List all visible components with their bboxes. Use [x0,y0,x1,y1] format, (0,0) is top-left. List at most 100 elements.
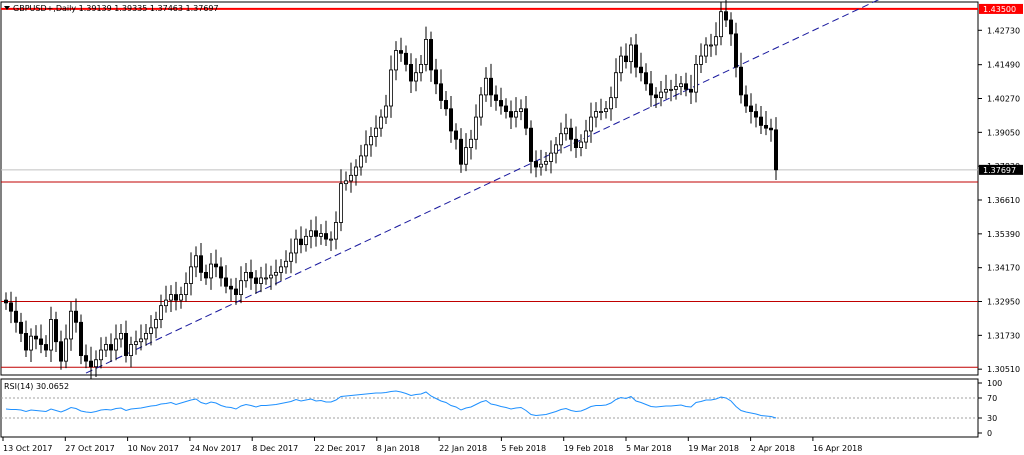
bull-candle [584,130,589,143]
bear-candle [764,125,769,129]
bear-candle [448,108,453,132]
bear-candle [438,83,443,101]
bear-candle [173,294,178,301]
bull-candle [278,266,283,273]
rsi-tick-label: 70 [987,394,997,403]
bear-candle [644,72,649,85]
price-tick-label: 1.34170 [987,264,1020,273]
bear-candle [79,321,84,356]
bull-candle [483,77,488,96]
bull-candle [143,333,148,340]
bear-candle [18,321,23,334]
triangle-down-icon[interactable] [4,6,10,10]
bear-candle [23,333,28,351]
bull-candle [468,138,473,148]
bull-candle [318,233,323,237]
price-tags-layer: 1.43500 1.37697 [979,3,1023,175]
time-tick-label: 22 Dec 2017 [315,444,366,453]
rsi-axis: 100 70 30 0 [978,379,1002,438]
bull-candle [554,144,559,154]
bear-candle [74,310,79,323]
bear-candle [233,288,238,295]
bull-candle [619,55,624,74]
bull-candle [104,344,109,351]
bull-candle [188,266,193,284]
bear-candle [203,271,208,279]
bull-candle [99,349,104,361]
rsi-title: RSI(14) 30.0652 [4,382,69,391]
bull-candle [679,83,684,87]
bull-candle [49,319,54,351]
bull-candle [388,69,393,107]
bear-candle [774,129,779,171]
bear-candle [44,344,49,351]
time-tick-label: 16 Apr 2018 [813,444,862,453]
bull-candle [183,283,188,295]
bull-candle [158,305,163,320]
price-tick-label: 1.31730 [987,331,1020,340]
bear-candle [223,277,228,287]
bull-candle [343,180,348,185]
bull-candle [258,277,263,284]
time-tick-label: 5 Feb 2018 [501,444,546,453]
rsi-tick-label: 30 [987,414,997,423]
bear-candle [39,338,44,345]
bull-candle [288,252,293,262]
time-tick-label: 24 Nov 2017 [190,444,241,453]
bear-candle [124,333,129,356]
bull-candle [609,97,614,110]
bull-candle [614,72,619,99]
bull-candle [153,319,158,329]
bull-candle [594,111,599,118]
bull-candle [604,108,609,112]
bull-candle [589,116,594,132]
bull-candle [714,36,719,46]
horizontal-lines-layer [1,7,978,368]
bear-candle [689,88,694,93]
bull-candle [28,335,33,351]
bull-candle [193,255,198,268]
rsi-line [5,390,777,419]
bull-candle [599,111,604,113]
bull-candle [128,344,133,356]
bull-candle [94,359,99,368]
bull-candle [358,155,363,168]
price-tick-label: 1.43950 [987,0,1020,1]
bull-candle [659,91,664,99]
bear-candle [313,230,318,237]
bear-candle [649,83,654,96]
bull-candle [383,105,388,118]
bear-candle [13,310,18,323]
bull-candle [308,230,313,237]
bull-candle [119,333,124,340]
price-tick-label: 1.40270 [987,95,1020,104]
bear-candle [639,66,644,74]
bear-candle [253,277,258,284]
bull-candle [163,299,168,307]
price-tick-label: 1.36610 [987,196,1020,205]
time-tick-label: 8 Dec 2017 [252,444,298,453]
current-price-tag-label: 1.37697 [983,166,1016,175]
bear-candle [524,108,529,129]
price-tick-label: 1.30510 [987,365,1020,374]
bear-candle [8,302,13,312]
price-tick-label: 1.32950 [987,298,1020,307]
bear-candle [458,138,463,165]
bull-candle [69,310,74,340]
bear-candle [759,116,764,126]
rsi-tick-label: 0 [987,429,992,438]
bear-candle [754,111,759,118]
bull-candle [709,44,714,47]
bear-candle [213,263,218,268]
bear-candle [574,138,579,148]
bear-candle [84,355,89,362]
rsi-panel[interactable] [0,378,979,438]
bull-candle [263,277,268,280]
bull-candle [519,108,524,112]
price-panel[interactable] [0,1,979,376]
bear-candle [89,360,94,368]
bull-candle [333,222,338,240]
bear-candle [569,127,574,140]
price-tick-label: 1.39050 [987,128,1020,137]
